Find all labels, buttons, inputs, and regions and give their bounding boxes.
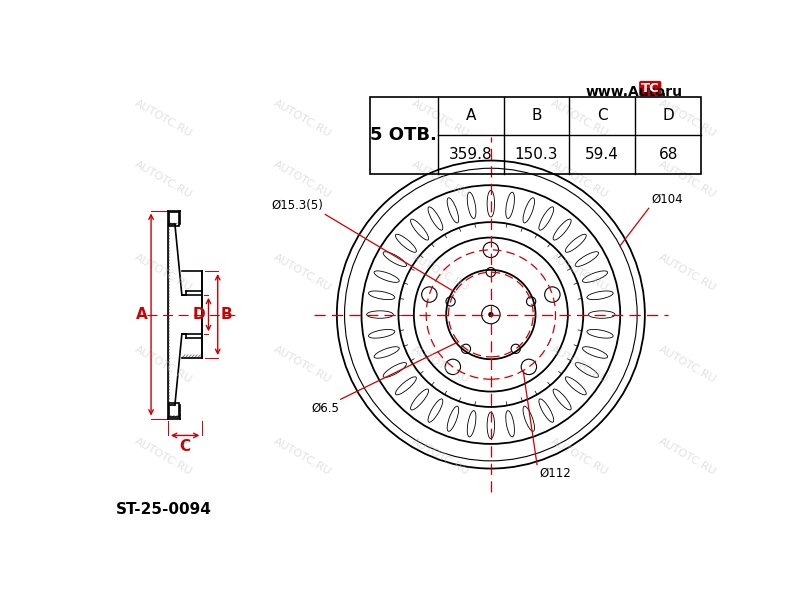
Text: AUTOTC.RU: AUTOTC.RU: [410, 344, 471, 385]
Text: AUTOTC.RU: AUTOTC.RU: [133, 160, 194, 200]
Text: 150.3: 150.3: [514, 147, 558, 162]
Circle shape: [489, 313, 493, 316]
Text: 68: 68: [658, 147, 678, 162]
Text: AUTOTC.RU: AUTOTC.RU: [657, 437, 718, 478]
Text: 359.8: 359.8: [449, 147, 493, 162]
Text: D: D: [662, 109, 674, 124]
Text: Ø112: Ø112: [539, 467, 571, 480]
Text: AUTOTC.RU: AUTOTC.RU: [549, 437, 610, 478]
Text: .ru: .ru: [660, 85, 682, 99]
Text: AUTOTC.RU: AUTOTC.RU: [133, 344, 194, 385]
Text: AUTOTC.RU: AUTOTC.RU: [657, 98, 718, 139]
Text: AUTOTC.RU: AUTOTC.RU: [410, 98, 471, 139]
Bar: [370, 97, 701, 173]
Text: AUTOTC.RU: AUTOTC.RU: [549, 344, 610, 385]
Text: AUTOTC.RU: AUTOTC.RU: [657, 252, 718, 293]
Text: AUTOTC.RU: AUTOTC.RU: [272, 252, 333, 293]
Text: Ø6.5: Ø6.5: [311, 401, 339, 415]
Text: 59.4: 59.4: [586, 147, 619, 162]
Text: AUTOTC.RU: AUTOTC.RU: [133, 437, 194, 478]
Text: AUTOTC.RU: AUTOTC.RU: [133, 98, 194, 139]
Text: AUTOTC.RU: AUTOTC.RU: [272, 344, 333, 385]
Text: A: A: [136, 307, 148, 322]
Text: AUTOTC.RU: AUTOTC.RU: [549, 98, 610, 139]
Text: TC: TC: [641, 82, 660, 95]
Text: A: A: [466, 109, 476, 124]
Text: www.Auto: www.Auto: [586, 85, 666, 99]
Text: Ø15.3(5): Ø15.3(5): [272, 199, 324, 212]
Text: C: C: [179, 439, 190, 454]
Text: AUTOTC.RU: AUTOTC.RU: [272, 437, 333, 478]
FancyBboxPatch shape: [640, 82, 661, 95]
Text: AUTOTC.RU: AUTOTC.RU: [410, 160, 471, 200]
Text: D: D: [193, 307, 206, 322]
Text: B: B: [221, 307, 233, 322]
Text: B: B: [531, 109, 542, 124]
Text: Ø104: Ø104: [651, 193, 682, 206]
Text: AUTOTC.RU: AUTOTC.RU: [657, 344, 718, 385]
Text: 5 ОТВ.: 5 ОТВ.: [370, 126, 438, 144]
Bar: [169, 212, 178, 226]
Text: AUTOTC.RU: AUTOTC.RU: [272, 98, 333, 139]
Bar: [169, 403, 178, 417]
Text: AUTOTC.RU: AUTOTC.RU: [410, 437, 471, 478]
Text: AUTOTC.RU: AUTOTC.RU: [410, 252, 471, 293]
Text: AUTOTC.RU: AUTOTC.RU: [657, 160, 718, 200]
Text: AUTOTC.RU: AUTOTC.RU: [549, 160, 610, 200]
Text: AUTOTC.RU: AUTOTC.RU: [133, 252, 194, 293]
Text: C: C: [597, 109, 608, 124]
Text: AUTOTC.RU: AUTOTC.RU: [272, 160, 333, 200]
Text: AUTOTC.RU: AUTOTC.RU: [549, 252, 610, 293]
Text: ST-25-0094: ST-25-0094: [116, 502, 212, 517]
